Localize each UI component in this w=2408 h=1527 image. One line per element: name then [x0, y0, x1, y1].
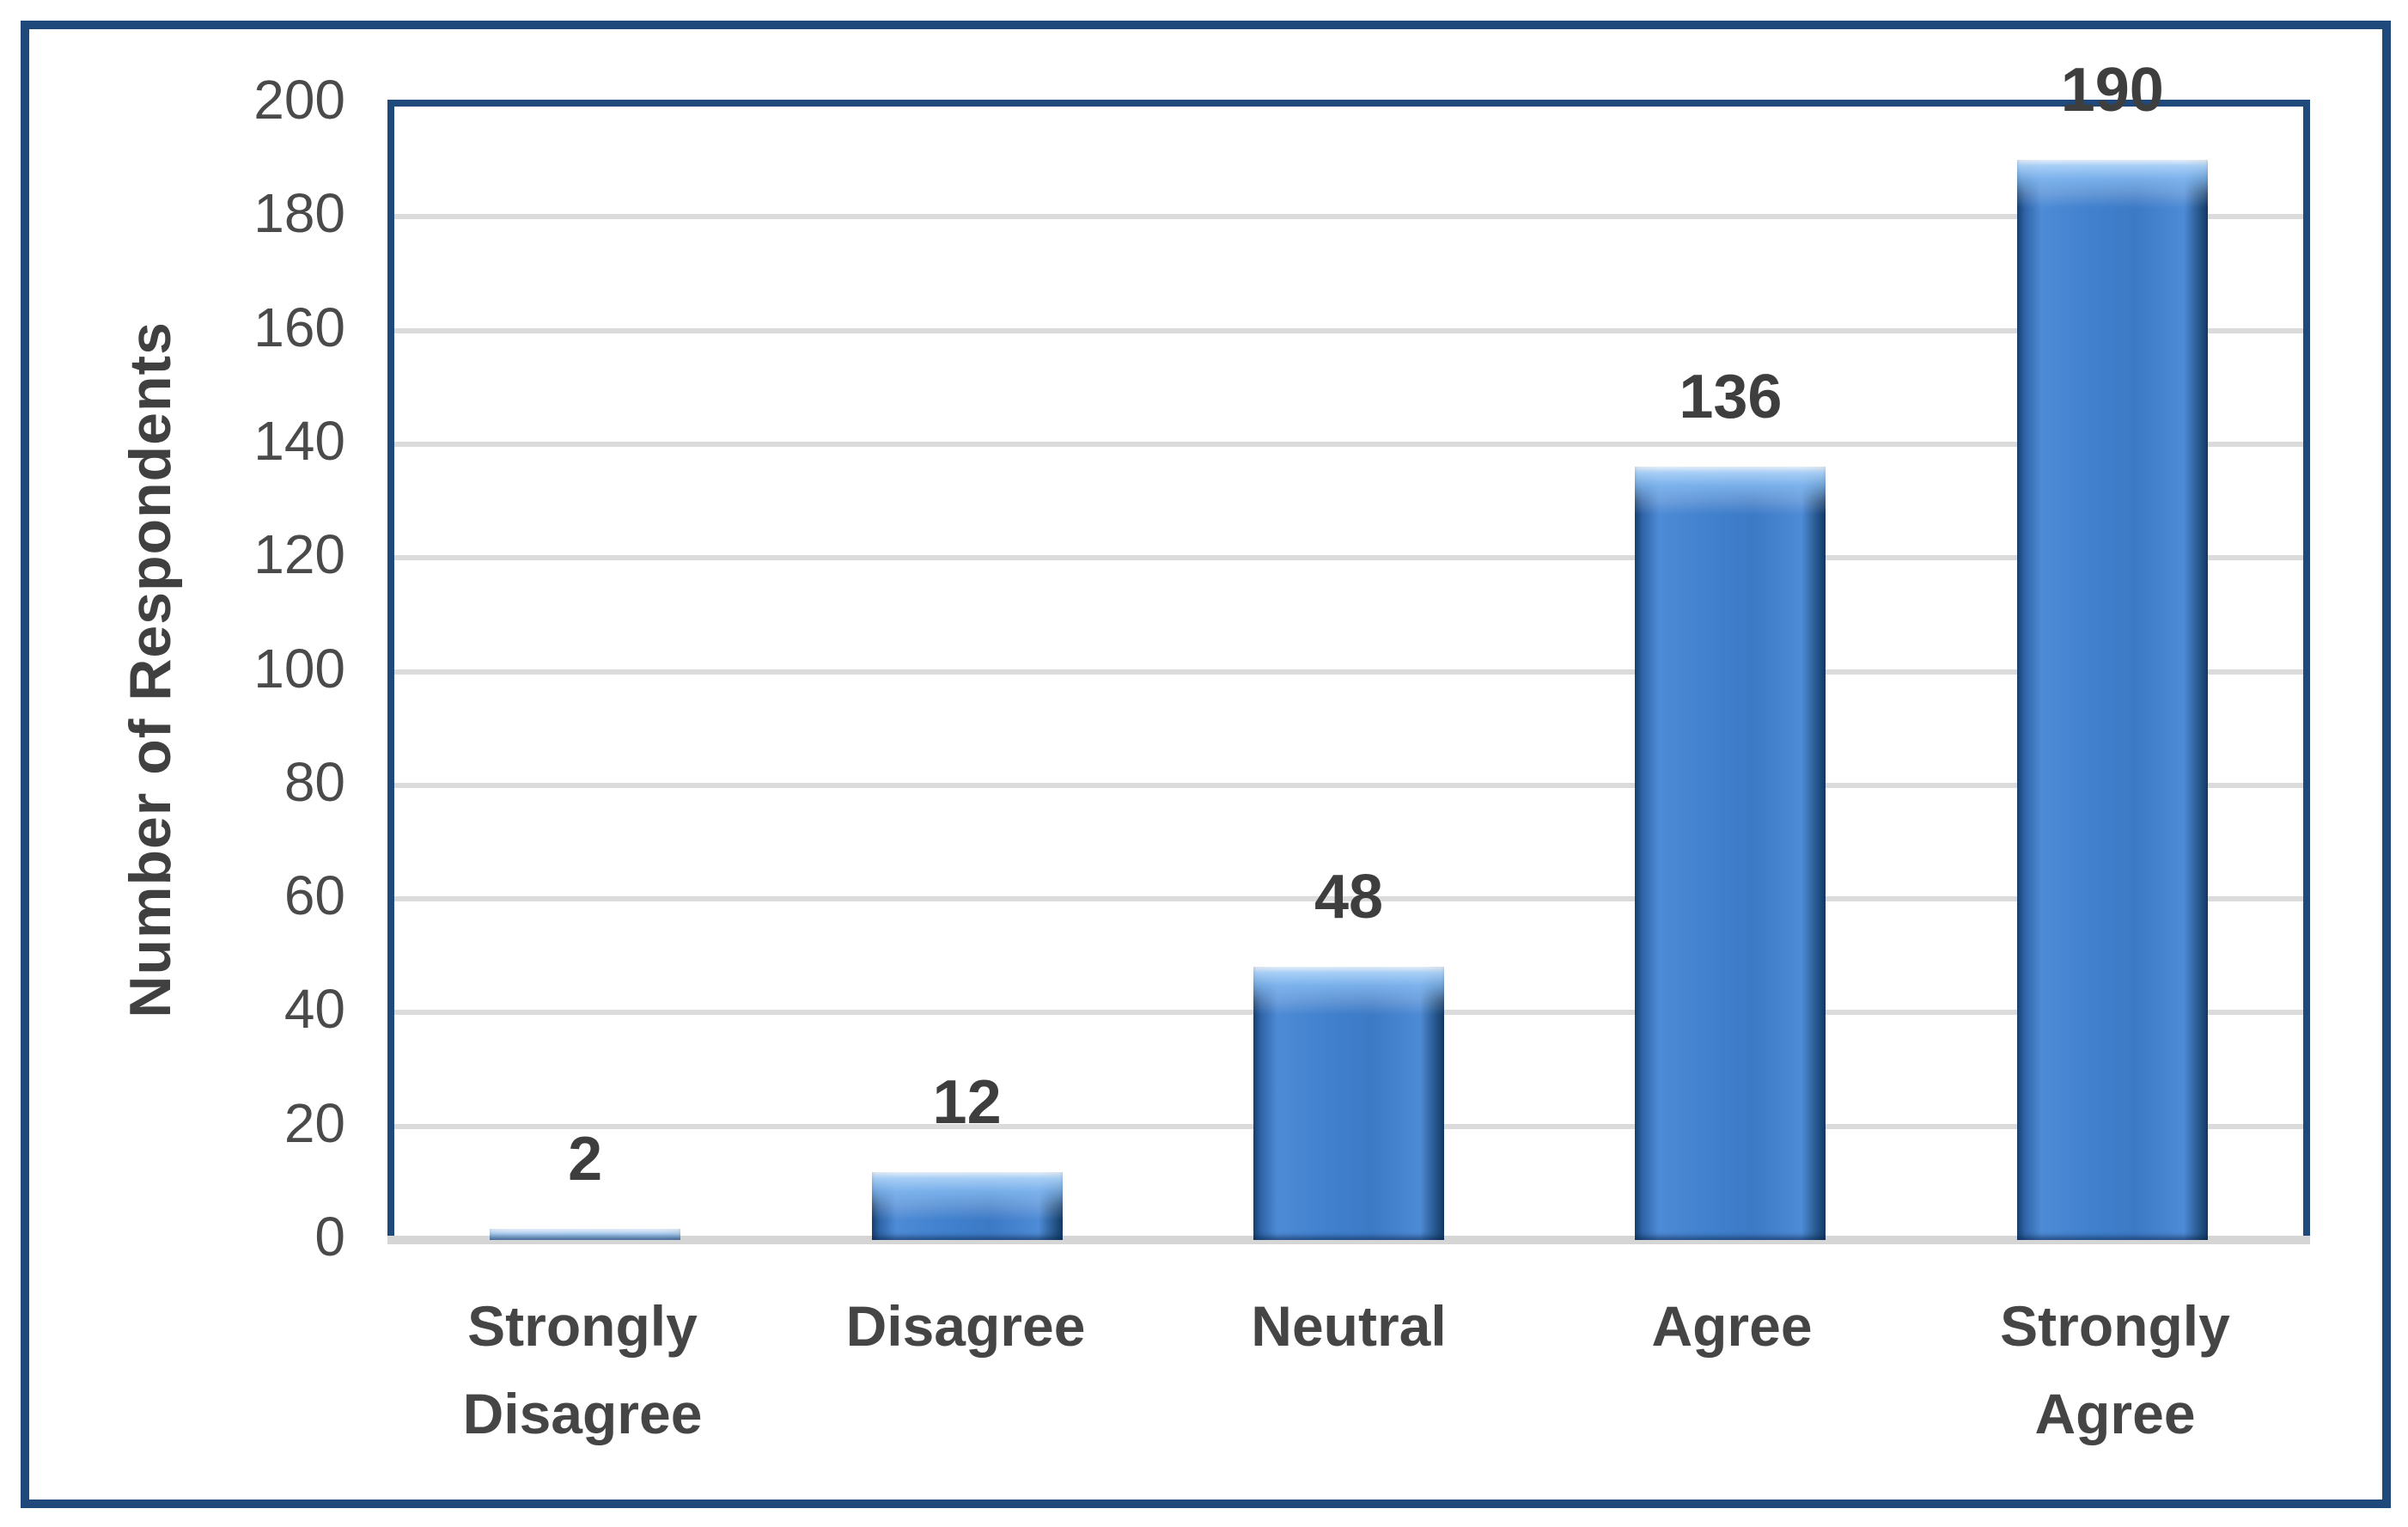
- y-tick-label: 120: [253, 523, 345, 586]
- x-axis-line: [387, 1236, 2310, 1244]
- gridline: [394, 669, 2303, 675]
- data-label: 190: [2060, 56, 2164, 125]
- gridline: [394, 555, 2303, 561]
- plot-area: 2 12 48 136 190: [387, 57, 2310, 1244]
- x-axis-category-labels: Strongly Disagree Disagree Neutral Agree Str…: [391, 1282, 2307, 1458]
- y-axis-tick-labels: 0 20 40 60 80 100 120 140 160 180 200: [0, 0, 345, 1527]
- gridline: [394, 327, 2303, 333]
- data-label: 136: [1679, 363, 1783, 431]
- bar-agree: [1635, 467, 1826, 1240]
- bar-strongly-agree: [2016, 160, 2208, 1240]
- y-tick-label: 140: [253, 409, 345, 472]
- y-tick-label: 20: [283, 1091, 345, 1154]
- bar-strongly-disagree: [490, 1229, 681, 1240]
- data-label: 12: [932, 1068, 1002, 1137]
- x-category-label: Neutral: [1251, 1294, 1447, 1358]
- data-label: 2: [568, 1125, 603, 1194]
- y-tick-label: 200: [253, 69, 345, 131]
- x-category-label: Strongly Agree: [2000, 1294, 2230, 1446]
- chart-outer-frame: [21, 21, 2391, 1508]
- y-tick-label: 100: [253, 637, 345, 699]
- gridline: [394, 441, 2303, 447]
- y-tick-label: 60: [283, 864, 345, 927]
- y-tick-label: 180: [253, 182, 345, 245]
- gridline: [394, 782, 2303, 788]
- data-label: 48: [1314, 863, 1384, 931]
- bar-neutral: [1253, 967, 1444, 1240]
- y-tick-label: 0: [314, 1206, 345, 1267]
- y-tick-label: 160: [253, 296, 345, 358]
- gridline: [394, 896, 2303, 902]
- gridline: [394, 214, 2303, 220]
- x-category-label: Agree: [1651, 1294, 1813, 1358]
- y-tick-label: 40: [283, 978, 345, 1041]
- y-tick-label: 80: [283, 750, 345, 813]
- plot-inner: 2 12 48 136 190: [387, 57, 2310, 1244]
- bar-disagree: [871, 1172, 1063, 1240]
- x-category-label: Strongly Disagree: [462, 1294, 703, 1446]
- x-category-label: Disagree: [845, 1294, 1086, 1358]
